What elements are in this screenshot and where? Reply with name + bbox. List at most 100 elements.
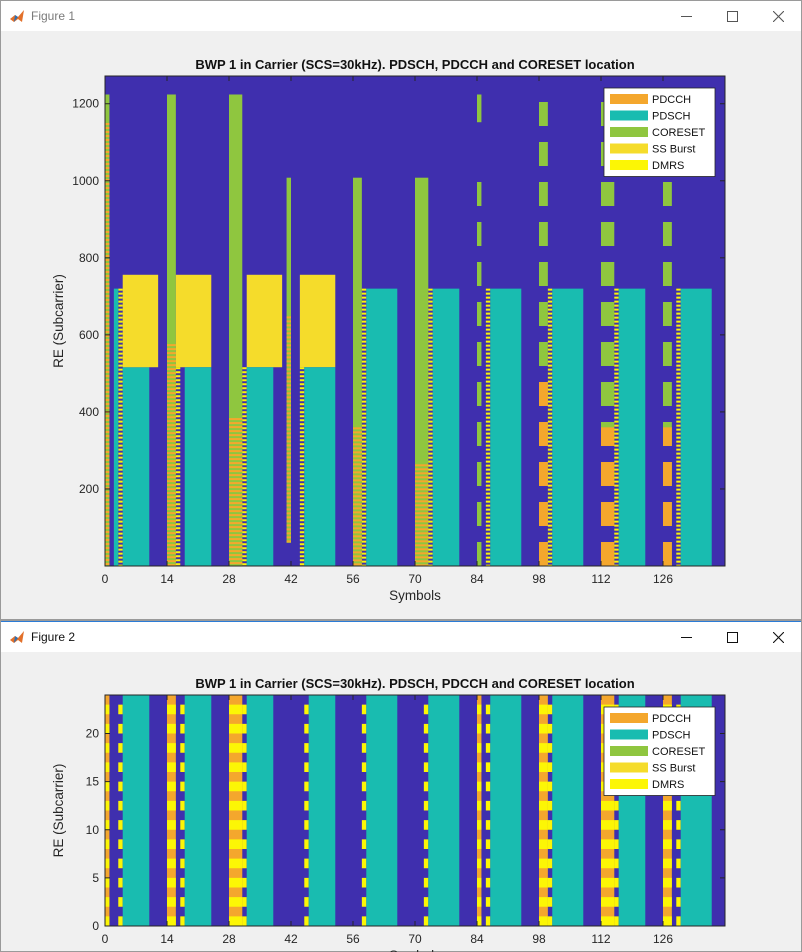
legend-label: CORESET — [652, 127, 705, 139]
region-dmrs-stripe — [242, 455, 247, 458]
region-dmrs-dash — [663, 800, 672, 811]
region-dmrs-dash — [105, 781, 110, 792]
legend[interactable]: PDCCH PDSCH CORESET SS Burst DMRS — [603, 706, 716, 796]
region-dmrs-stripe — [299, 443, 305, 446]
region-pdcch-stripe — [105, 230, 110, 233]
title-bar[interactable]: Figure 1 — [1, 1, 801, 31]
region-dmrs-dash — [485, 820, 491, 830]
region-dmrs-stripe — [614, 444, 619, 447]
region-dmrs-dash — [614, 820, 619, 830]
title-bar[interactable]: Figure 2 — [1, 621, 801, 652]
region-dmrs-stripe — [428, 416, 433, 419]
region-pdcch-stripe — [229, 546, 243, 549]
region-dmrs-stripe — [299, 419, 305, 422]
region-dmrs — [676, 288, 681, 566]
region-dmrs-dash — [105, 743, 110, 753]
region-dmrs-stripe — [361, 496, 367, 499]
region-dmrs-stripe — [118, 372, 123, 375]
minimize-button[interactable] — [663, 1, 709, 31]
region-dmrs-stripe — [428, 288, 433, 291]
region-dmrs-stripe — [361, 288, 367, 291]
region-dmrs — [242, 704, 247, 926]
region-dmrs-stripe — [547, 340, 553, 343]
region-pdcch-stripe — [105, 338, 110, 341]
region-dmrs-stripe — [676, 404, 681, 407]
region-pdcch-stripe — [229, 446, 243, 449]
region-coreset-segment — [539, 302, 548, 326]
region-pdcch-stripe — [415, 468, 429, 471]
region-pdcch-stripe — [105, 366, 110, 369]
region-dmrs-stripe — [676, 508, 681, 511]
region-dmrs-stripe — [428, 548, 433, 551]
region-dmrs-stripe — [547, 532, 553, 535]
region-pdcch-stripe — [105, 470, 110, 473]
region-pdcch-stripe — [286, 504, 291, 507]
region-dmrs-dash — [105, 704, 110, 715]
region-dmrs-dash — [539, 839, 548, 849]
region-dmrs-stripe — [175, 507, 181, 510]
region-dmrs-stripe — [361, 552, 367, 555]
region-dmrs-stripe — [428, 304, 433, 307]
region-dmrs-stripe — [299, 447, 305, 450]
maximize-button[interactable] — [709, 622, 755, 652]
heatmap-regions — [105, 695, 712, 926]
region-dmrs-stripe — [361, 404, 367, 407]
region-pdcch-stripe — [167, 536, 176, 539]
region-pdcch-stripe — [167, 452, 176, 455]
region-dmrs-stripe — [676, 396, 681, 399]
region-pdcch-stripe — [105, 250, 110, 253]
region-dmrs-stripe — [547, 336, 553, 339]
region-dmrs-stripe — [676, 556, 681, 559]
close-button[interactable] — [755, 622, 801, 652]
maximize-button[interactable] — [709, 1, 755, 31]
region-pdcch-stripe — [229, 454, 243, 457]
region-dmrs-stripe — [242, 387, 247, 390]
region-dmrs-dash — [485, 704, 491, 715]
region-dmrs-dash — [229, 820, 243, 830]
legend-swatch — [610, 762, 648, 773]
region-pdcch-stripe — [229, 494, 243, 497]
region-dmrs-stripe — [614, 552, 619, 555]
region-dmrs-stripe — [614, 432, 619, 435]
region-dmrs-stripe — [676, 416, 681, 419]
region-dmrs-stripe — [428, 564, 433, 566]
region-pdcch-stripe — [167, 540, 176, 543]
region-dmrs-stripe — [428, 432, 433, 435]
legend-label: PDCCH — [652, 713, 691, 725]
region-dmrs-dash — [361, 916, 367, 926]
region-dmrs-stripe — [299, 507, 305, 510]
minimize-button[interactable] — [663, 622, 709, 652]
region-dmrs-stripe — [485, 316, 491, 319]
region-dmrs-dash — [477, 743, 482, 753]
region-pdcch-stripe — [167, 396, 176, 399]
x-tick-label: 28 — [222, 572, 236, 586]
region-dmrs-stripe — [428, 292, 433, 295]
region-dmrs-dash — [485, 877, 491, 888]
region-dmrs-stripe — [118, 472, 123, 475]
region-dmrs-dash — [105, 858, 110, 869]
region-dmrs-stripe — [361, 420, 367, 423]
region-dmrs-stripe — [428, 528, 433, 531]
region-pdcch-stripe — [105, 554, 110, 557]
region-pdcch-stripe — [105, 310, 110, 313]
region-dmrs-dash — [663, 916, 672, 926]
close-button[interactable] — [755, 1, 801, 31]
region-dmrs-stripe — [547, 372, 553, 375]
region-pdsch — [432, 288, 460, 566]
region-dmrs-stripe — [485, 492, 491, 495]
region-pdcch-stripe — [105, 222, 110, 225]
legend[interactable]: PDCCH PDSCH CORESET SS Burst DMRS — [603, 87, 716, 177]
region-dmrs-stripe — [299, 435, 305, 438]
region-dmrs-dash — [663, 877, 672, 888]
region-dmrs-stripe — [118, 348, 123, 351]
region-dmrs-stripe — [175, 503, 181, 506]
region-coreset-segment — [539, 102, 548, 126]
region-dmrs-dash — [539, 820, 548, 830]
region-pdcch-stripe — [229, 482, 243, 485]
region-dmrs-stripe — [485, 332, 491, 335]
region-dmrs-dash — [361, 762, 367, 772]
region-dmrs-stripe — [547, 536, 553, 539]
region-dmrs-stripe — [428, 408, 433, 411]
region-dmrs-stripe — [428, 556, 433, 559]
region-pdcch-stripe — [415, 560, 429, 563]
